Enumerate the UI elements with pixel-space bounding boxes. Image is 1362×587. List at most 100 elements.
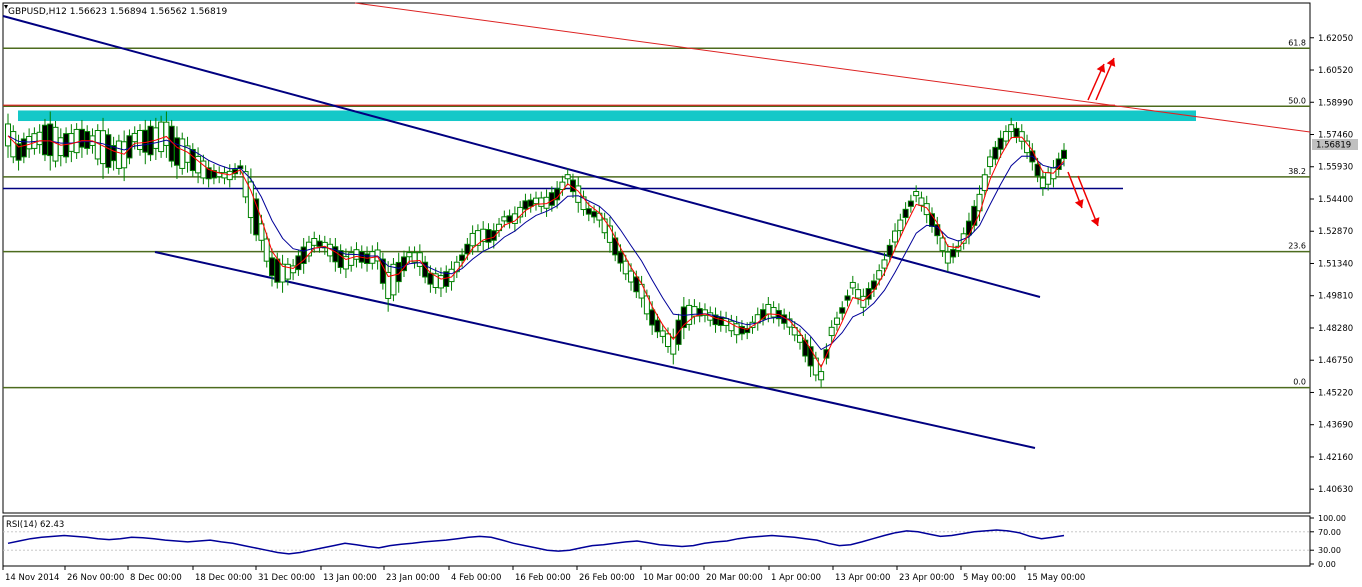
candle-body	[311, 238, 318, 246]
candle-body	[855, 289, 862, 299]
last-price-tag	[1312, 139, 1358, 150]
candle-body	[907, 200, 914, 207]
candle-body	[506, 215, 513, 223]
candle-body	[490, 230, 497, 241]
candle-body	[944, 251, 951, 264]
candle-body	[533, 197, 539, 205]
candle-body	[105, 134, 112, 168]
up-arrow-right-head	[1106, 58, 1116, 67]
candle-body	[47, 123, 54, 157]
candle-body	[849, 281, 856, 289]
candle-body	[1034, 163, 1041, 177]
candle-body	[765, 303, 772, 315]
price-tick-label: 1.46750	[1318, 356, 1353, 366]
candle-body	[744, 327, 751, 334]
candle-body	[73, 128, 80, 154]
price-tick-label: 1.58990	[1318, 98, 1353, 108]
lower-channel-line	[154, 251, 1036, 449]
fib-level-label: 23.6	[1288, 242, 1306, 251]
price-tick-label: 1.48280	[1318, 324, 1353, 334]
fib-level-label: 61.8	[1288, 38, 1306, 47]
candle-body	[485, 229, 492, 243]
price-tick-label: 1.45220	[1318, 388, 1353, 398]
candle-body	[406, 252, 413, 258]
candle-body	[57, 137, 64, 157]
forecast-arrows	[1067, 57, 1116, 227]
candle-body	[1039, 177, 1046, 189]
date-tick-label: 15 May 00:00	[1027, 573, 1085, 583]
candle-body	[1013, 127, 1020, 138]
candle-body	[770, 307, 777, 318]
candle-body	[179, 138, 186, 169]
candle-body	[950, 249, 957, 258]
price-tick-label: 1.55930	[1318, 163, 1353, 173]
candle-body	[316, 240, 323, 247]
candle-body	[163, 121, 170, 146]
candle-body	[527, 199, 534, 207]
up-arrow-left-head	[1096, 64, 1106, 73]
header-arrow-icon	[4, 5, 8, 9]
candle-body	[1024, 140, 1031, 154]
candle-body	[992, 146, 999, 160]
candle-body	[437, 275, 444, 289]
fib-level-label: 38.2	[1288, 167, 1306, 176]
candle-body	[137, 130, 143, 150]
candle-body	[649, 309, 656, 326]
candle-body	[971, 205, 978, 226]
price-tick-label: 1.40630	[1318, 485, 1353, 495]
candle-body	[401, 256, 407, 272]
descending-resistance-line	[354, 2, 1311, 133]
candle-body	[374, 249, 381, 262]
rsi-panel	[2, 515, 1311, 567]
candle-body	[580, 196, 587, 211]
candle-body	[797, 334, 803, 343]
candle-body	[226, 170, 233, 181]
fib-level-label: 0.0	[1293, 378, 1306, 387]
candle-body	[833, 317, 840, 325]
candle-body	[142, 129, 149, 153]
candle-body	[823, 349, 830, 359]
candle-body	[860, 295, 867, 308]
candle-body	[987, 156, 994, 168]
candle-body	[464, 243, 471, 255]
candle-body	[416, 252, 423, 267]
fib-level-label: 50.0	[1288, 96, 1306, 105]
candle-body	[654, 319, 661, 333]
slow-moving-average	[7, 135, 1065, 351]
date-axis: 14 Nov 2014 26 Nov 00:00 8 Dec 00:00 18 Dec…	[2, 566, 1085, 583]
candle-body	[26, 136, 33, 150]
candle-body	[802, 339, 809, 357]
resistance-zone-box	[18, 110, 1196, 122]
candle-body	[585, 208, 592, 215]
candle-body	[548, 192, 555, 206]
date-tick-label: 14 Nov 2014	[5, 573, 59, 583]
last-price-label: 1.56819	[1316, 141, 1351, 151]
date-tick-label: 16 Feb 00:00	[515, 573, 571, 583]
resistance-zone	[3, 104, 1196, 122]
upper-channel-line	[2, 15, 1041, 298]
date-tick-label: 13 Apr 00:00	[835, 573, 890, 583]
candle-body	[818, 371, 825, 381]
candle-body	[617, 251, 624, 264]
candle-body	[36, 131, 43, 146]
rsi-label: RSI(14) 62.43	[6, 520, 64, 530]
date-tick-label: 31 Dec 00:00	[258, 573, 315, 583]
candle-body	[997, 137, 1004, 150]
candle-body	[923, 203, 930, 216]
candle-body	[881, 259, 888, 269]
candle-body	[665, 333, 671, 348]
candle-body	[955, 245, 962, 251]
price-tick-label: 1.57460	[1318, 131, 1353, 141]
candle-body	[902, 208, 909, 219]
moving-averages	[7, 135, 1065, 369]
candle-body	[876, 270, 883, 280]
date-tick-label: 5 May 00:00	[963, 573, 1016, 583]
candle-body	[459, 254, 466, 262]
candle-body	[844, 295, 851, 301]
candle-body	[1055, 158, 1062, 170]
rsi-line	[7, 529, 1065, 555]
candle-body	[274, 258, 281, 283]
date-tick-label: 1 Apr 00:00	[771, 573, 821, 583]
candle-body	[263, 238, 270, 262]
date-tick-label: 23 Apr 00:00	[899, 573, 954, 583]
